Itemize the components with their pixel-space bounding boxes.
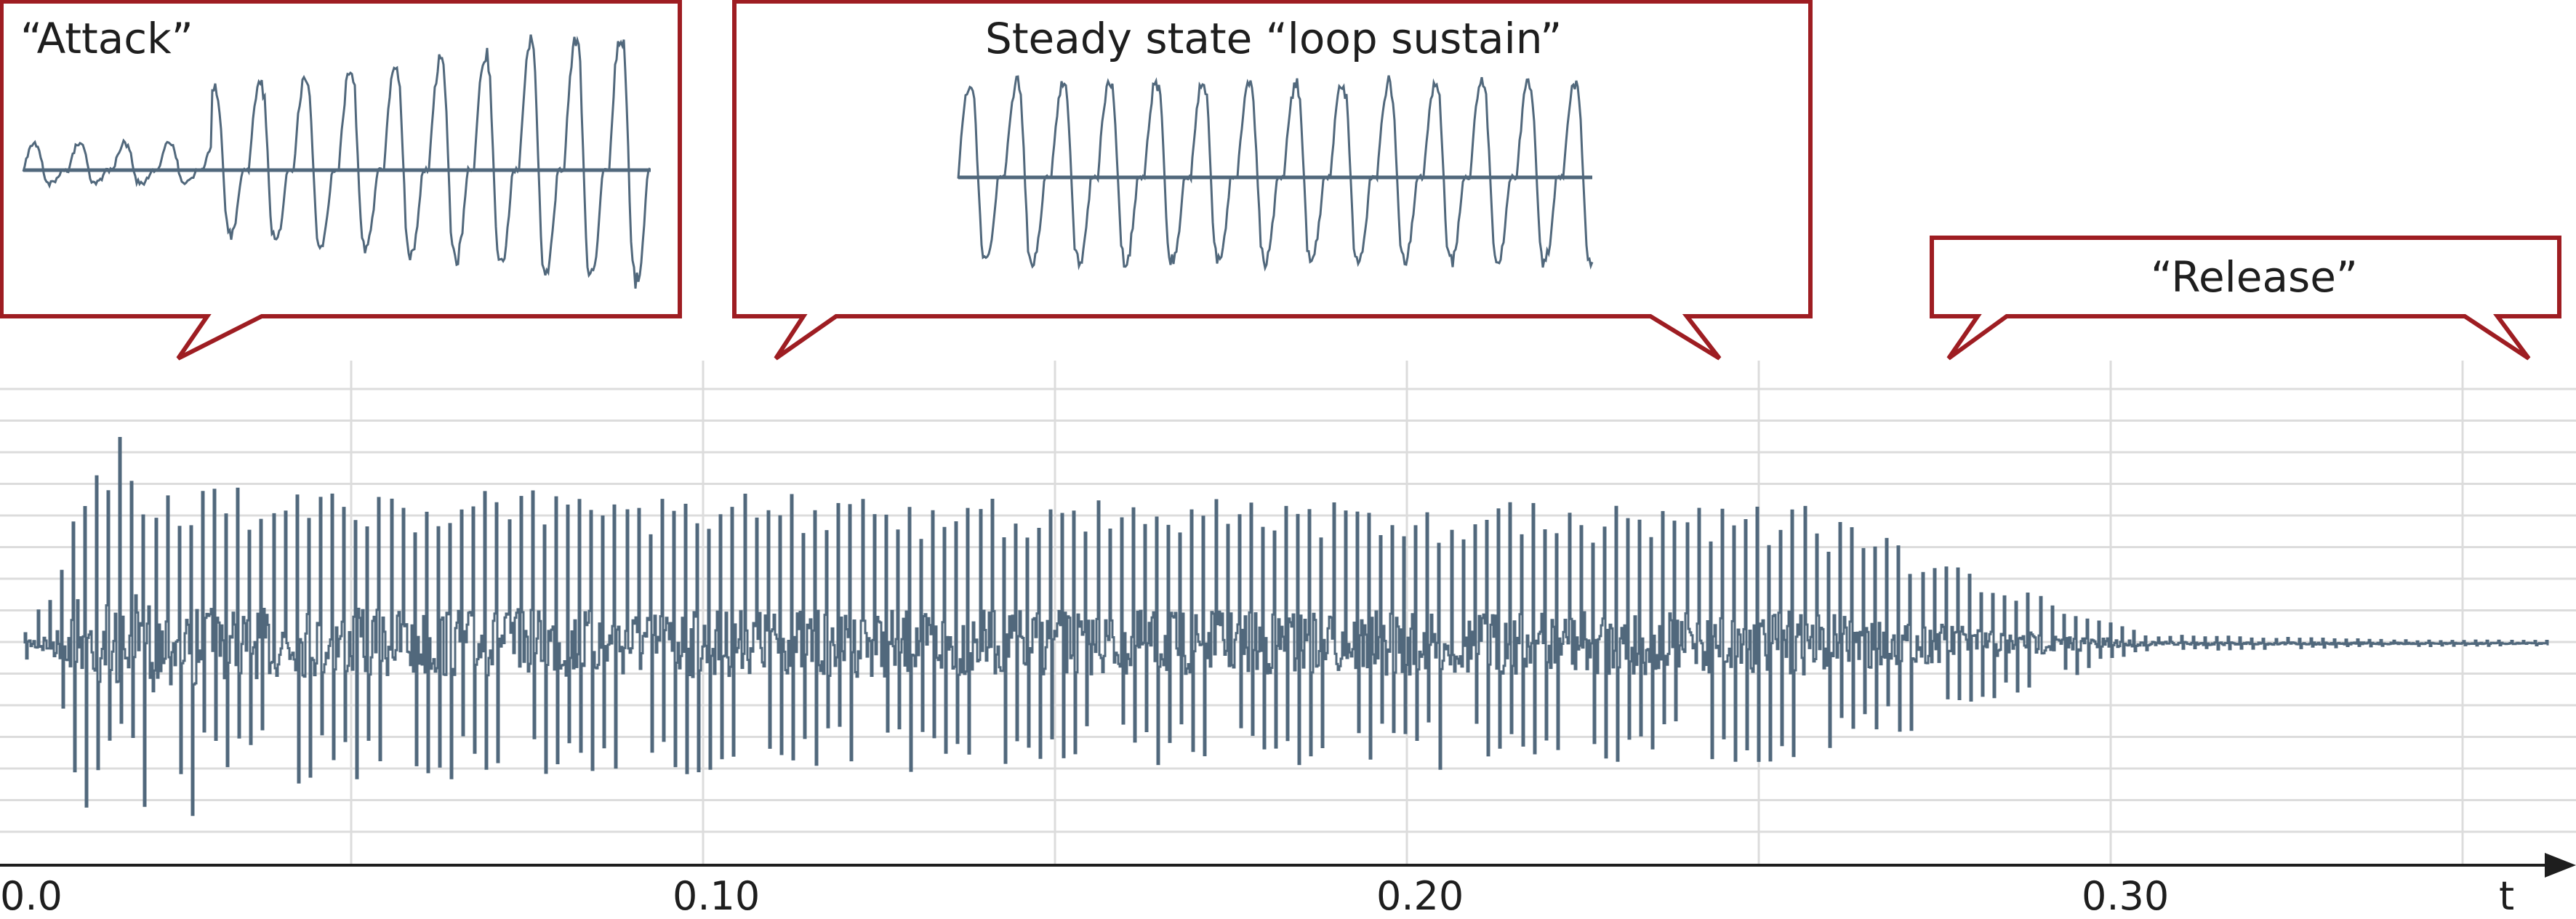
release-callout [1930,236,2561,361]
sustain-callout [732,0,1813,361]
time-axis-arrowhead [2545,853,2576,878]
sustain-waveform-trace [957,75,1594,272]
release-callout-box [1930,236,2561,361]
tick-label-0: 0.0 [0,873,63,919]
attack-label: “Attack” [20,14,193,63]
release-label: “Release” [2151,252,2358,302]
main-waveform [23,437,2549,816]
sustain-waveform [957,75,1594,272]
time-axis [0,853,2576,878]
main-waveform-trace [23,437,2549,816]
attack-callout-box [0,0,682,361]
time-axis-label: t [2499,873,2515,919]
attack-callout [0,0,682,361]
attack-waveform [22,34,651,289]
sustain-callout-box [732,0,1813,361]
tick-label-1: 0.10 [673,873,761,919]
sustain-label: Steady state “loop sustain” [985,14,1562,63]
tick-label-3: 0.30 [2082,873,2170,919]
attack-waveform-trace [22,34,651,289]
tick-label-2: 0.20 [1376,873,1464,919]
